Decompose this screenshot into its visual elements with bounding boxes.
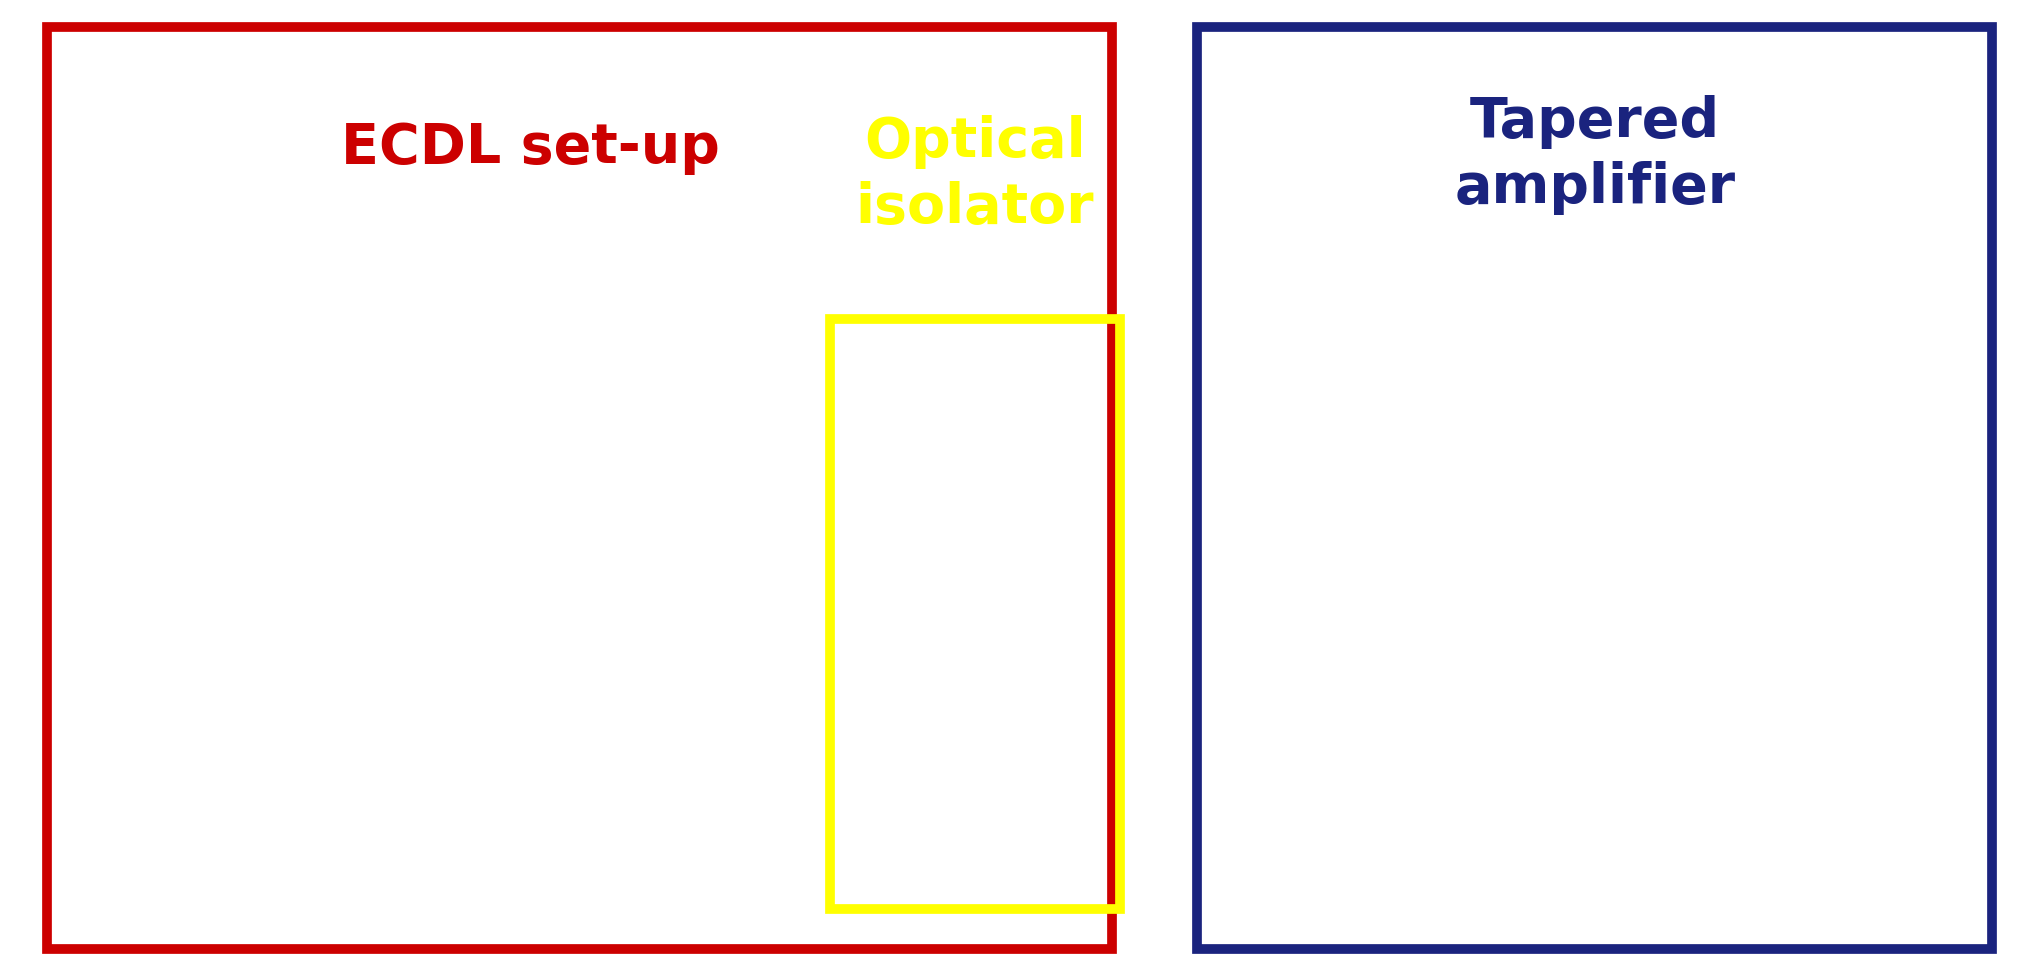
Bar (47, 28, 1113, 949)
Text: ECDL set-up: ECDL set-up (341, 121, 720, 175)
Text: Tapered
amplifier: Tapered amplifier (1455, 95, 1735, 215)
Text: Optical
isolator: Optical isolator (855, 114, 1095, 235)
Bar (1198, 28, 1993, 949)
Bar (829, 320, 1121, 910)
